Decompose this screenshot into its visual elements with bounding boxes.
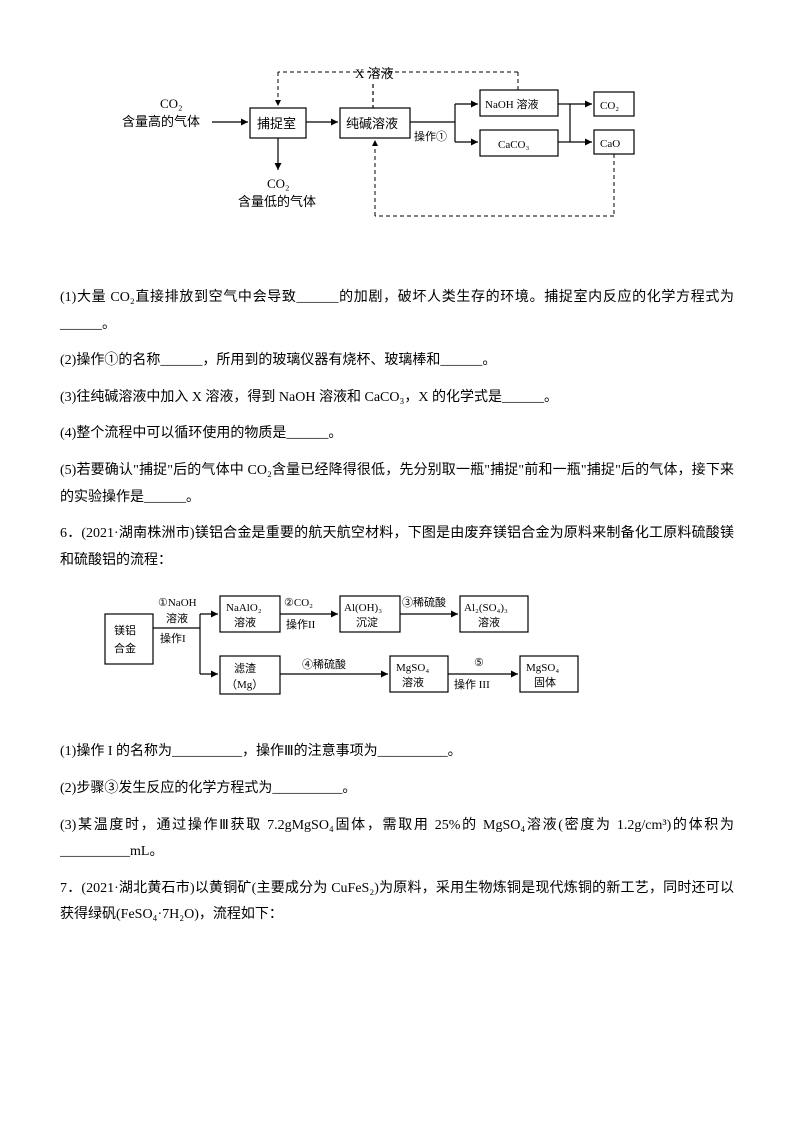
question-7: (1)操作 I 的名称为__________，操作Ⅲ的注意事项为________… <box>60 739 734 766</box>
b0a: 镁铝 <box>114 623 136 637</box>
s2b: 操作II <box>286 617 316 631</box>
box-capture: 捕捉室 <box>257 116 296 131</box>
question-10: 7．(2021·湖北黄石市)以黄铜矿(主要成分为 CuFeS₂)为原料，采用生物… <box>60 876 734 929</box>
b0b: 合金 <box>114 641 136 655</box>
question-5: (5)若要确认"捕捉"后的气体中 CO₂含量已经降得很低，先分别取一瓶"捕捉"前… <box>60 458 734 511</box>
box-co2-r: CO₂ <box>600 100 619 112</box>
s5a: ⑤ <box>474 657 484 669</box>
diagram-mg-al: 镁铝 合金 ①NaOH 溶液 操作I NaAlO₂ 溶液 滤渣 （Mg） ②CO… <box>100 584 734 714</box>
b4b: （Mg） <box>226 678 263 691</box>
question-4: (4)整个流程中可以循环使用的物质是______。 <box>60 421 734 448</box>
question-8: (2)步骤③发生反应的化学方程式为__________。 <box>60 776 734 803</box>
b2a: Al(OH)₃ <box>344 602 382 614</box>
question-9: (3)某温度时，通过操作Ⅲ获取 7.2gMgSO₄固体，需取用 25%的 MgS… <box>60 813 734 866</box>
s1c: 操作I <box>160 631 186 645</box>
b5a: MgSO₄ <box>396 662 429 674</box>
s2a: ②CO₂ <box>284 597 313 609</box>
s5b: 操作 III <box>454 677 490 691</box>
label-x-solution: X 溶液 <box>355 66 394 81</box>
label-high-content: 含量高的气体 <box>122 114 200 129</box>
b6a: MgSO₄ <box>526 662 559 674</box>
b3a: Al₂(SO₄)₃ <box>464 602 508 614</box>
b2b: 沉淀 <box>356 615 378 629</box>
label-co2-out: CO₂ <box>267 176 290 191</box>
s4: ④稀硫酸 <box>302 657 346 671</box>
s1a: ①NaOH <box>158 597 197 609</box>
b5b: 溶液 <box>402 675 424 689</box>
label-op1: 操作① <box>414 129 447 143</box>
b3b: 溶液 <box>478 615 500 629</box>
box-naoh: NaOH 溶液 <box>485 97 538 111</box>
b6b: 固体 <box>534 675 556 689</box>
label-low-content: 含量低的气体 <box>238 194 316 209</box>
box-caco3: CaCO₃ <box>498 139 530 151</box>
box-soda: 纯碱溶液 <box>346 116 398 131</box>
box-cao: CaO <box>600 138 620 150</box>
label-co2-in: CO₂ <box>160 96 183 111</box>
diagram-co2-capture: X 溶液 CO₂ 含量高的气体 捕捉室 CO₂ 含量低的气体 纯碱溶液 操作① … <box>120 60 734 260</box>
question-6: 6．(2021·湖南株洲市)镁铝合金是重要的航天航空材料，下图是由废弃镁铝合金为… <box>60 521 734 574</box>
b1b: 溶液 <box>234 615 256 629</box>
s3: ③稀硫酸 <box>402 595 446 609</box>
question-2: (2)操作①的名称______，所用到的玻璃仪器有烧杯、玻璃棒和______。 <box>60 348 734 375</box>
question-3: (3)往纯碱溶液中加入 X 溶液，得到 NaOH 溶液和 CaCO₃，X 的化学… <box>60 385 734 412</box>
question-1: (1)大量 CO₂直接排放到空气中会导致______的加剧，破坏人类生存的环境。… <box>60 285 734 338</box>
s1b: 溶液 <box>166 611 188 625</box>
b4a: 滤渣 <box>234 661 256 675</box>
b1a: NaAlO₂ <box>226 602 262 614</box>
